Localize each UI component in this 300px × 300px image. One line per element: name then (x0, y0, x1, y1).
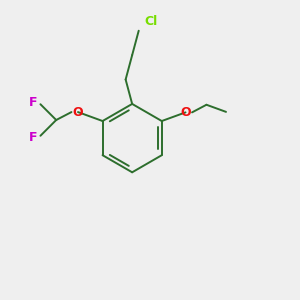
Text: Cl: Cl (145, 15, 158, 28)
Text: F: F (29, 131, 38, 144)
Text: O: O (73, 106, 83, 118)
Text: O: O (180, 106, 191, 119)
Text: F: F (29, 96, 38, 109)
